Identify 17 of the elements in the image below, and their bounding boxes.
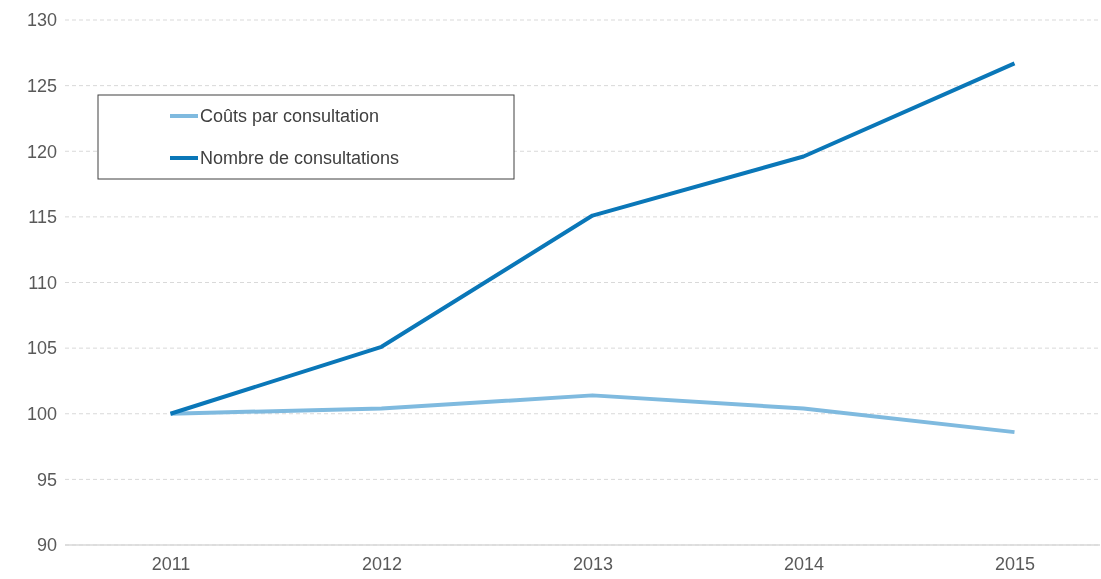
y-tick-label: 120 <box>26 141 57 162</box>
legend-label: Coûts par consultation <box>200 106 380 127</box>
x-tick-label: 2013 <box>572 553 614 574</box>
y-tick-label: 130 <box>26 10 57 31</box>
y-tick-label: 95 <box>36 469 57 490</box>
y-tick-label: 115 <box>28 207 57 228</box>
x-tick-label: 2014 <box>783 553 825 574</box>
x-tick-label: 2011 <box>151 553 191 574</box>
line-series <box>168 61 1017 416</box>
y-tick-label: 105 <box>26 338 57 359</box>
y-tick-label: 110 <box>28 272 57 293</box>
x-tick-label: 2012 <box>361 553 403 574</box>
x-tick-label: 2015 <box>994 553 1036 574</box>
y-tick-label: 90 <box>36 535 57 556</box>
y-tick-label: 125 <box>26 75 57 96</box>
legend-label: Nombre de consultations <box>200 148 400 169</box>
y-tick-label: 100 <box>26 404 57 425</box>
